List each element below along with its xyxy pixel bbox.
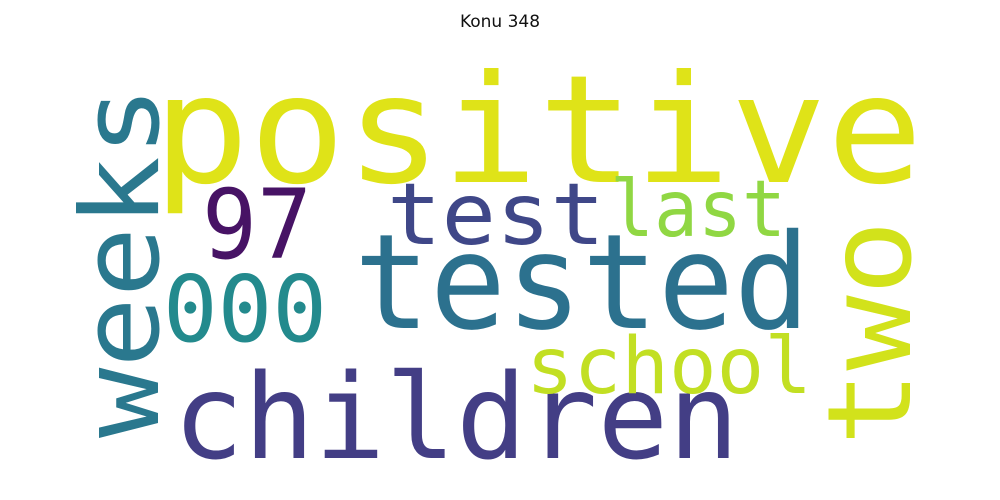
word-test: test <box>387 165 605 265</box>
word-000: 000 <box>163 256 327 363</box>
chart-title: Konu 348 <box>459 12 541 32</box>
word-positive: positive <box>153 44 923 218</box>
word-two: two <box>803 220 938 446</box>
word-last: last <box>610 165 786 255</box>
word-tested: tested <box>354 206 810 360</box>
word-weeks: weeks <box>59 86 184 438</box>
word-school: school <box>526 322 812 412</box>
word-97: 97 <box>202 169 312 281</box>
word-children: children <box>173 348 739 486</box>
